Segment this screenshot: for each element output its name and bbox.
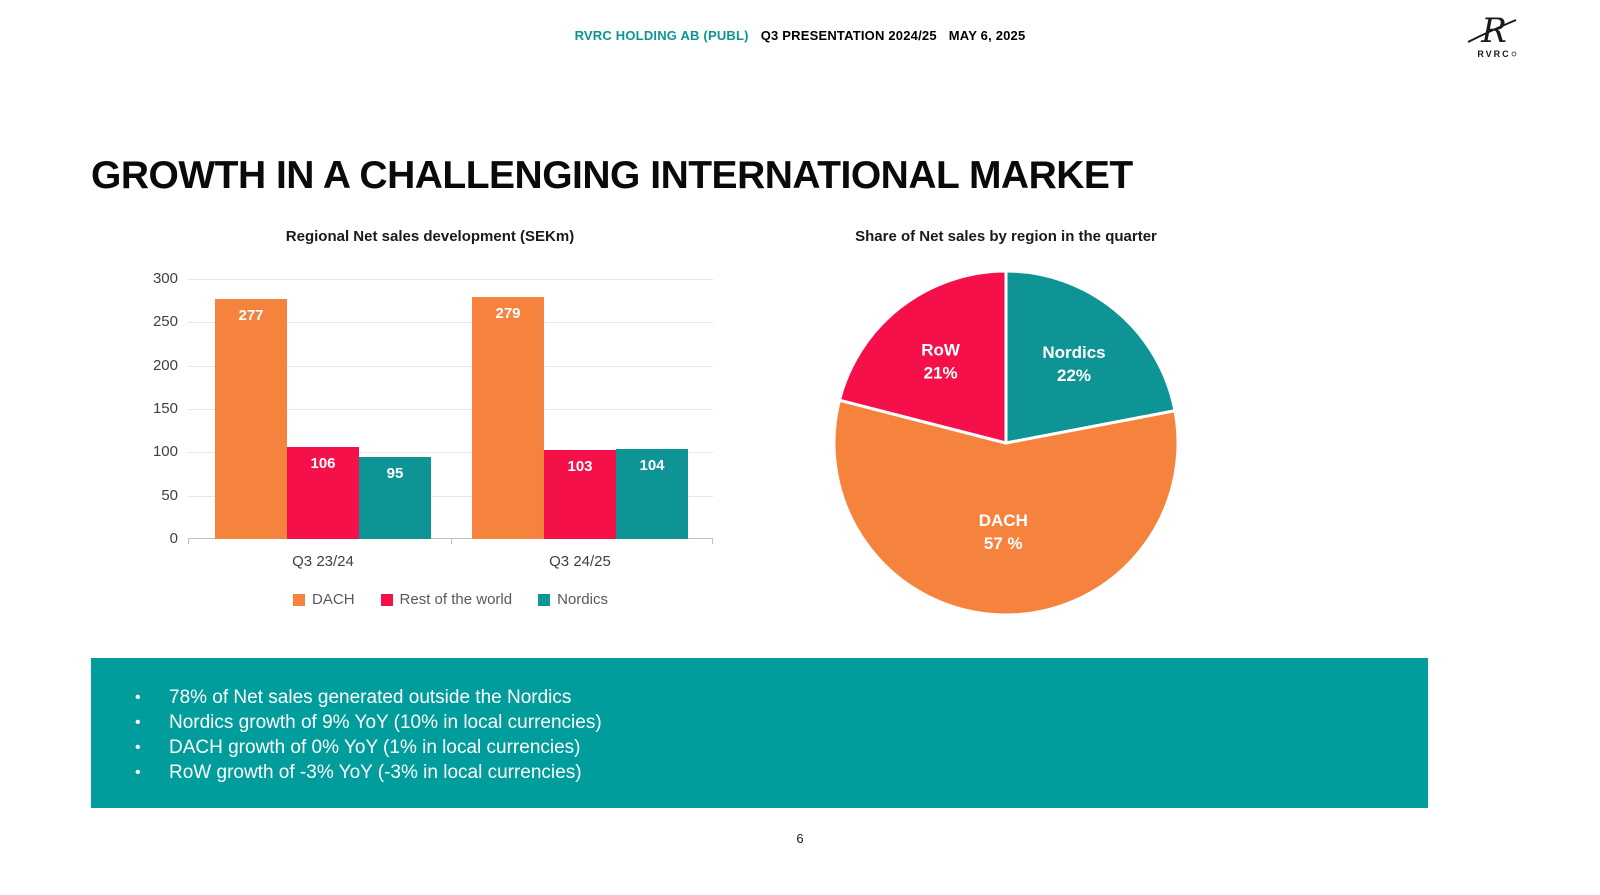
- bar-chart: Regional Net sales development (SEKm) 0 5…: [140, 228, 720, 608]
- pie-chart: Share of Net sales by region in the quar…: [826, 228, 1186, 628]
- pie-chart-svg: Nordics 22% DACH 57 % RoW 21%: [832, 269, 1180, 617]
- bar-dach-q3-23-24: 277: [215, 298, 287, 539]
- rvrc-logo: R RVRC: [1462, 11, 1522, 64]
- x-axis-tick: [451, 539, 452, 544]
- banner-bullet: RoW growth of -3% YoY (-3% in local curr…: [133, 760, 1428, 785]
- banner-bullet: Nordics growth of 9% YoY (10% in local c…: [133, 710, 1428, 735]
- gridline: [188, 365, 713, 367]
- gridline: [188, 322, 713, 324]
- bar-nordics-q3-23-24: 95: [359, 456, 431, 539]
- banner-bullet: DACH growth of 0% YoY (1% in local curre…: [133, 735, 1428, 760]
- legend-label: Nordics: [557, 591, 608, 608]
- bar-value-label: 103: [567, 457, 593, 475]
- x-axis-tick: [188, 539, 189, 544]
- x-category-label: Q3 24/25: [549, 553, 611, 570]
- pie-slice-nordics: [1004, 269, 1177, 445]
- bar-nordics-q3-24-25: 104: [616, 448, 688, 539]
- logo-mark: R: [1480, 12, 1507, 51]
- pie-slice-label-row: RoW 21%: [921, 341, 961, 383]
- logo-registered-mark: [1511, 51, 1517, 57]
- page-number: 6: [796, 831, 804, 846]
- bar-chart-title: Regional Net sales development (SEKm): [285, 228, 575, 245]
- page-title: GROWTH IN A CHALLENGING INTERNATIONAL MA…: [91, 154, 1133, 198]
- pie-slice-dach: [832, 398, 1180, 617]
- bar-chart-legend: DACH Rest of the world Nordics: [188, 591, 713, 608]
- pie-slice-label-nordics: Nordics 22%: [1042, 343, 1105, 385]
- highlights-list: 78% of Net sales generated outside the N…: [91, 658, 1428, 785]
- logo-swoosh: [1467, 19, 1517, 43]
- legend-swatch: [538, 593, 551, 606]
- pie-chart-title: Share of Net sales by region in the quar…: [855, 228, 1157, 245]
- legend-swatch: [380, 593, 393, 606]
- legend-item-nordics: Nordics: [538, 591, 608, 608]
- header: RVRC HOLDING AB (PUBL) Q3 PRESENTATION 2…: [0, 28, 1600, 43]
- gridline: [188, 409, 713, 410]
- pie-slice-row: [837, 269, 1008, 445]
- legend-item-dach: DACH: [293, 591, 355, 608]
- header-presentation: Q3 PRESENTATION 2024/25: [760, 28, 937, 43]
- gridline: [188, 452, 713, 454]
- x-category-label: Q3 23/24: [292, 553, 354, 570]
- bar-value-label: 95: [386, 464, 404, 482]
- legend-swatch: [293, 593, 306, 606]
- legend-item-rest-of-the-world: Rest of the world: [380, 591, 513, 608]
- bar-group-q3-24-25: 279 103 104: [472, 297, 688, 539]
- y-tick-label: 100: [152, 443, 178, 461]
- y-tick-label: 250: [152, 313, 178, 331]
- gridline: [188, 495, 713, 497]
- highlights-banner: 78% of Net sales generated outside the N…: [91, 658, 1428, 808]
- y-tick-label: 150: [152, 400, 178, 417]
- x-axis-line: [188, 538, 713, 539]
- banner-bullet: 78% of Net sales generated outside the N…: [133, 685, 1428, 710]
- pie-slice-label-dach: DACH 57 %: [979, 511, 1028, 553]
- rvrc-logo-icon: R RVRC: [1467, 11, 1517, 59]
- logo-text: RVRC: [1477, 49, 1510, 59]
- gridline: [188, 279, 713, 280]
- bar-group-q3-23-24: 277 106 95: [215, 298, 431, 539]
- bar-value-label: 279: [495, 305, 521, 323]
- y-tick-label: 50: [161, 486, 178, 504]
- bar-value-label: 277: [238, 306, 264, 324]
- bar-value-label: 106: [310, 455, 336, 473]
- y-tick-label: 300: [152, 270, 178, 287]
- bar-chart-x-axis: Q3 23/24 Q3 24/25: [188, 553, 713, 577]
- bar-chart-plot: 0 50 100 150 200 250 300 277 106 95 279 103 104: [153, 270, 713, 547]
- legend-label: DACH: [312, 591, 355, 608]
- bar-rest-of-the-world-q3-23-24: 106: [287, 447, 359, 539]
- bar-value-label: 104: [639, 456, 665, 474]
- bar-dach-q3-24-25: 279: [472, 297, 544, 539]
- x-axis-tick: [712, 539, 713, 544]
- y-tick-label: 0: [169, 530, 178, 547]
- header-company: RVRC HOLDING AB (PUBL): [574, 28, 749, 43]
- bar-plot-wrap: 0 50 100 150 200 250 300 277 106 95 279 103 104: [153, 270, 720, 547]
- bar-rest-of-the-world-q3-24-25: 103: [544, 449, 616, 539]
- y-tick-label: 200: [152, 356, 178, 374]
- legend-label: Rest of the world: [399, 591, 513, 608]
- header-date: MAY 6, 2025: [948, 28, 1026, 43]
